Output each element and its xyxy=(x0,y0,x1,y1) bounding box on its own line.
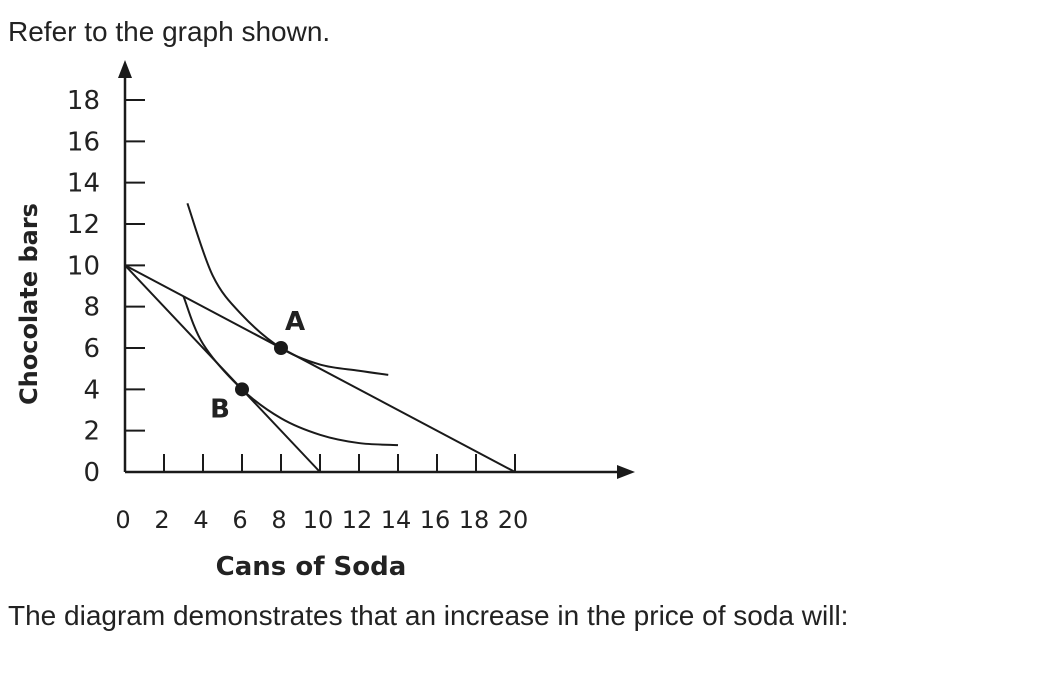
indifference-curve-2 xyxy=(182,295,399,447)
y-tick-label: 10 xyxy=(67,251,100,281)
x-tick-label: 2 xyxy=(154,506,169,534)
y-tick-label: 4 xyxy=(83,375,100,405)
y-tick-label: 6 xyxy=(83,334,100,364)
point-label-b: B xyxy=(210,394,230,424)
y-axis-title: Chocolate bars xyxy=(15,203,43,405)
point-label-a: A xyxy=(285,307,305,337)
x-tick-label: 18 xyxy=(459,506,490,534)
point-b xyxy=(235,382,249,397)
chart-container: 0 2 4 6 8 10 12 14 16 18 0 2 4 6 8 10 12 14 16 18 20 Cans of… xyxy=(0,50,700,590)
point-a xyxy=(274,341,288,355)
x-tick-label: 14 xyxy=(381,506,412,534)
y-tick-label: 8 xyxy=(83,293,100,323)
y-axis-arrow xyxy=(118,60,132,78)
x-tick-label: 10 xyxy=(303,506,334,534)
x-axis-title: Cans of Soda xyxy=(216,552,407,582)
x-axis-arrow xyxy=(617,465,635,479)
y-tick-label: 16 xyxy=(67,127,100,157)
y-tick-label: 2 xyxy=(83,417,100,447)
x-tick-label: 12 xyxy=(342,506,373,534)
x-tick-label: 4 xyxy=(193,506,208,534)
x-tick-label: 0 xyxy=(115,506,130,534)
x-tick-label: 6 xyxy=(232,506,247,534)
y-tick-label: 18 xyxy=(67,86,100,116)
x-tick-label: 8 xyxy=(271,506,286,534)
prompt-text: Refer to the graph shown. xyxy=(8,16,331,47)
x-tick-label: 16 xyxy=(420,506,451,534)
y-tick-label: 0 xyxy=(83,458,100,488)
question-text: The diagram demonstrates that an increas… xyxy=(8,600,849,631)
budget-line-1 xyxy=(124,264,516,473)
y-tick-label: 12 xyxy=(67,210,100,240)
y-tick-label: 14 xyxy=(67,169,100,199)
x-tick-label: 20 xyxy=(498,506,529,534)
